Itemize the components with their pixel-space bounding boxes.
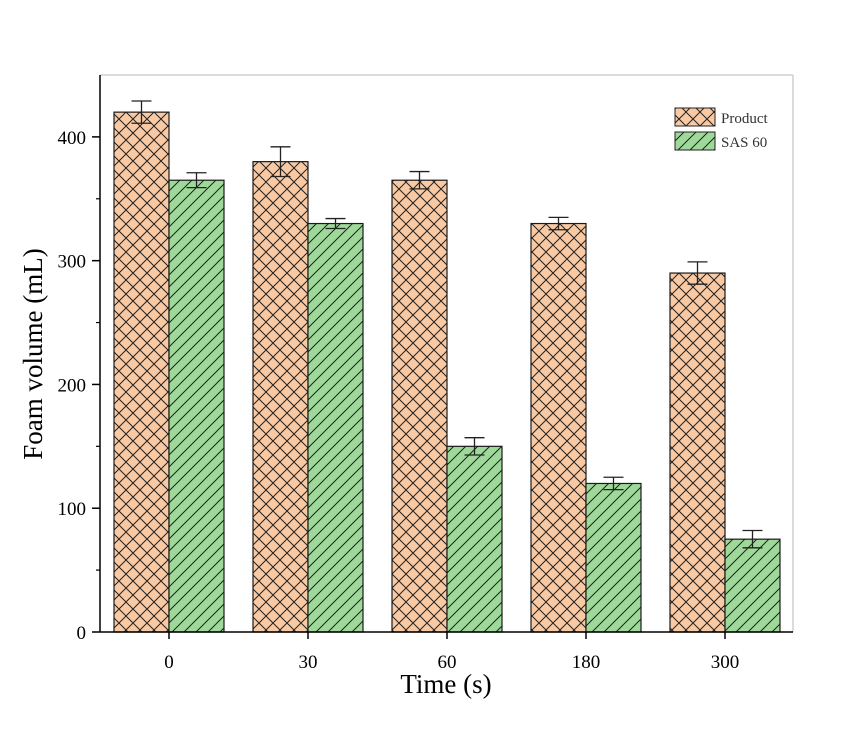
x-ticks-group: 0 30 60 180 300 <box>164 632 739 673</box>
y-tick-label-200: 200 <box>58 375 87 396</box>
y-ticks-group: 0 100 200 300 400 <box>58 128 100 644</box>
bars-group <box>113 111 781 633</box>
x-axis-title: Time (s) <box>400 669 491 699</box>
error-bar-product-0 <box>131 100 152 124</box>
x-tick-label-300: 300 <box>711 652 740 673</box>
bar-product-60 <box>391 179 448 633</box>
error-bar-product-60 <box>409 170 430 190</box>
error-bar-sas60-180 <box>603 476 624 491</box>
error-bar-product-180 <box>548 216 569 231</box>
bar-sas60-60 <box>446 445 503 633</box>
bar-product-0 <box>113 111 170 633</box>
error-bar-sas60-60 <box>464 437 485 456</box>
bar-sas60-300 <box>724 538 781 633</box>
error-bar-sas60-30 <box>325 217 346 230</box>
bar-sas60-30 <box>307 222 364 633</box>
x-tick-label-60: 60 <box>438 652 457 673</box>
legend: Product SAS 60 <box>674 107 768 151</box>
legend-swatch-product <box>674 107 716 127</box>
bar-sas60-0 <box>168 179 225 633</box>
error-bars-group <box>131 100 763 549</box>
legend-swatch-sas60 <box>674 131 716 151</box>
x-tick-label-180: 180 <box>572 652 601 673</box>
y-tick-label-300: 300 <box>58 252 87 273</box>
error-bar-sas60-300 <box>742 529 763 549</box>
bar-product-180 <box>530 222 587 633</box>
bar-product-30 <box>252 161 309 633</box>
error-bar-sas60-0 <box>186 172 207 189</box>
legend-label-sas60: SAS 60 <box>721 135 767 151</box>
bar-product-300 <box>669 272 726 633</box>
error-bar-product-30 <box>270 146 291 178</box>
y-tick-label-100: 100 <box>58 499 87 520</box>
x-tick-label-30: 30 <box>299 652 318 673</box>
x-tick-label-0: 0 <box>164 652 174 673</box>
y-axis-title: Foam volume (mL) <box>18 248 48 459</box>
legend-label-product: Product <box>721 111 768 127</box>
bar-sas60-180 <box>585 482 642 633</box>
error-bar-product-300 <box>687 261 708 285</box>
y-tick-label-400: 400 <box>58 128 87 149</box>
y-tick-label-0: 0 <box>77 623 87 644</box>
